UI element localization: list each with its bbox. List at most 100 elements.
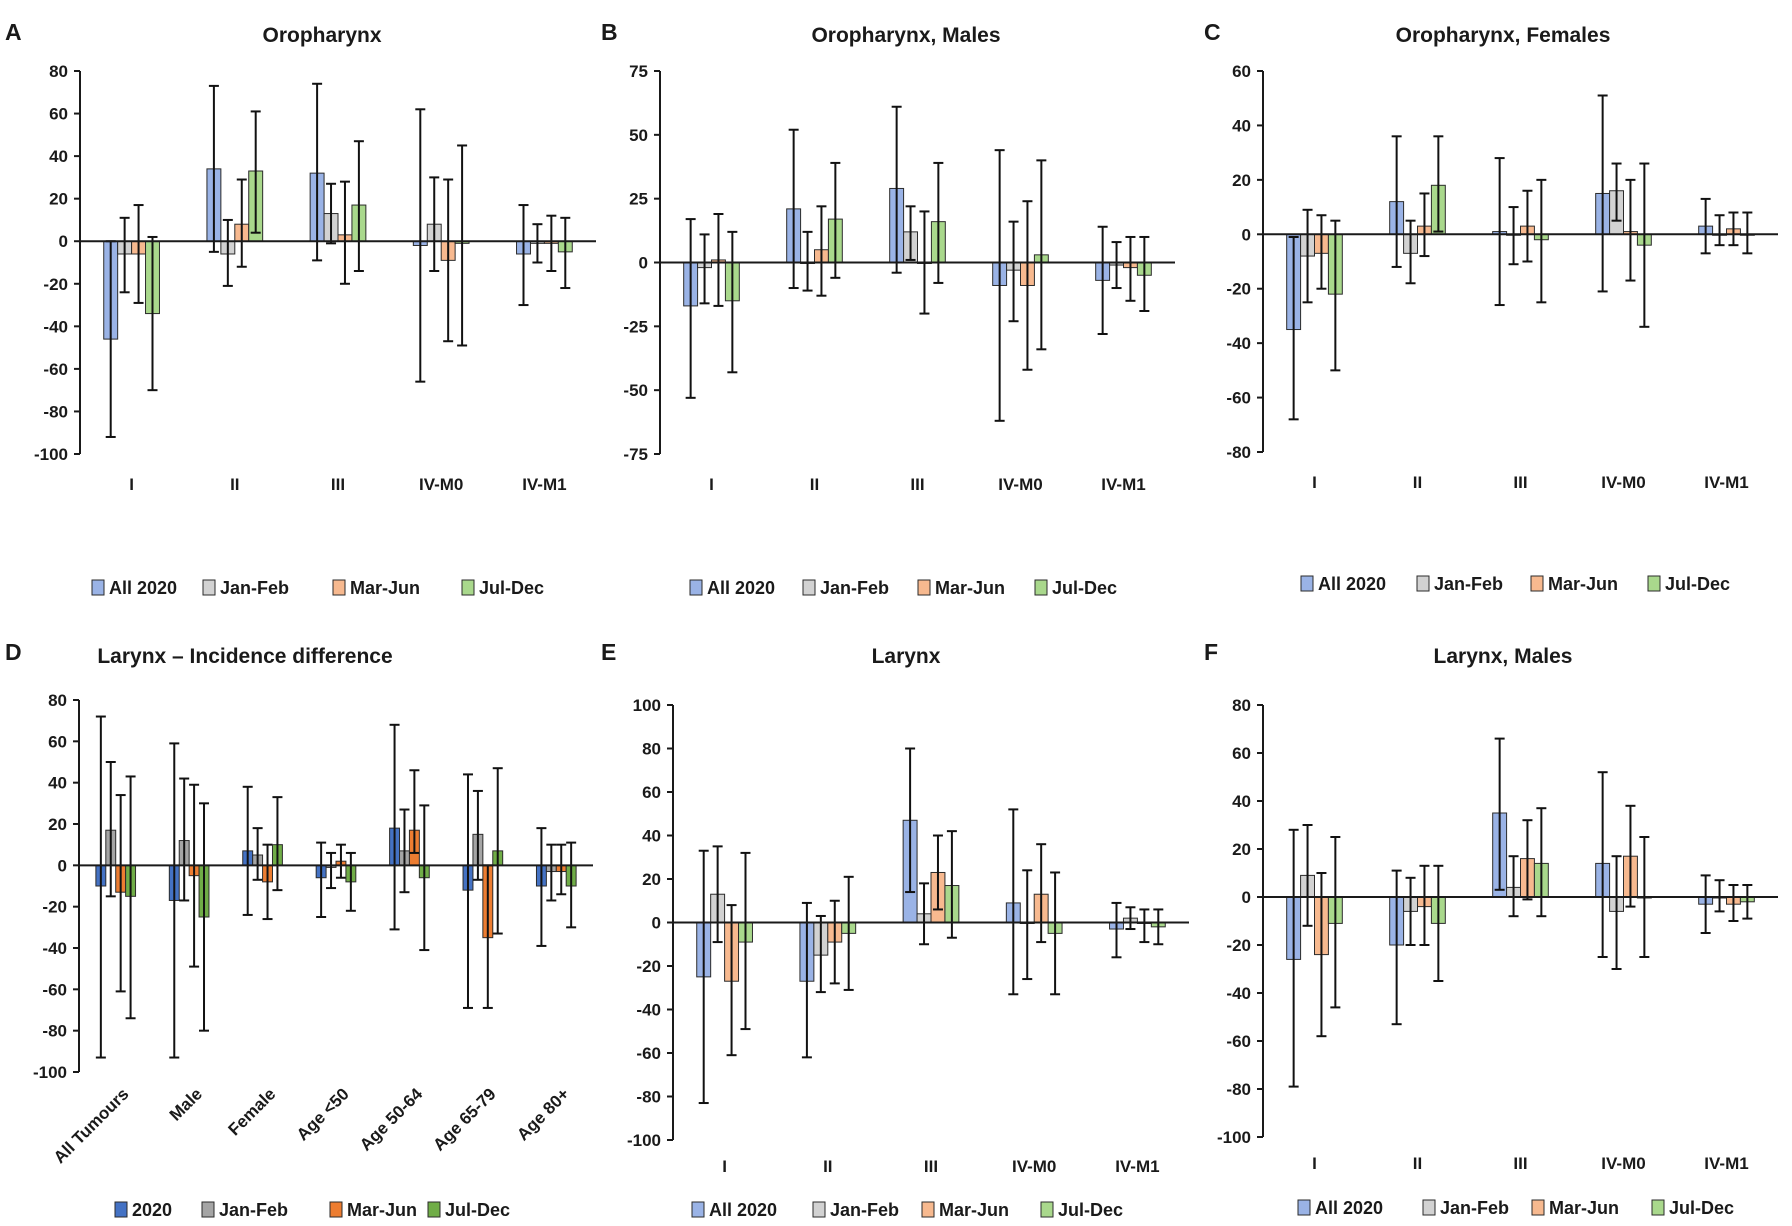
legend-label: Jan-Feb [219, 1200, 288, 1220]
y-tick-label: -60 [43, 360, 68, 379]
y-tick-label: -100 [627, 1131, 661, 1150]
y-tick-label: 40 [1232, 792, 1251, 811]
y-tick-label: -50 [623, 381, 648, 400]
panel-letter: E [601, 639, 616, 665]
y-tick-label: -75 [623, 445, 648, 464]
legend-swatch [427, 1201, 441, 1218]
category-label: I [1312, 1154, 1317, 1173]
y-tick-label: 20 [48, 815, 67, 834]
panel-d: D Larynx – Incidence difference 80 60 40 20 0 -… [5, 639, 593, 1220]
y-tick-label: 40 [49, 147, 68, 166]
y-tick-label: -20 [1226, 936, 1251, 955]
y-tick-label: 80 [642, 740, 661, 759]
chart-title: Larynx – Incidence difference [97, 645, 392, 668]
legend-label: Mar-Jun [347, 1200, 417, 1220]
y-tick-label: 60 [642, 783, 661, 802]
legend-label: Jul-Dec [1669, 1198, 1734, 1218]
category-label: IV-M1 [1101, 475, 1145, 494]
y-tick-label: 0 [1242, 888, 1251, 907]
category-label: I [1312, 473, 1317, 492]
category-label: III [924, 1157, 938, 1176]
y-tick-label: -25 [623, 317, 648, 336]
panel-letter: F [1204, 639, 1218, 665]
category-label: IV-M0 [1601, 473, 1645, 492]
panel-c: C Oropharynx, Females 60 40 20 0 -20 -40 -60 -80 I… [1204, 19, 1778, 594]
y-tick-label: 40 [642, 827, 661, 846]
y-tick-label: 80 [1232, 696, 1251, 715]
category-label: III [1513, 1154, 1527, 1173]
y-tick-label: 60 [48, 732, 67, 751]
y-tick-label: -40 [42, 939, 67, 958]
legend-label: Mar-Jun [935, 578, 1005, 598]
legend-label: Mar-Jun [939, 1200, 1009, 1220]
legend-label: Jul-Dec [445, 1200, 510, 1220]
y-tick-label: 0 [1242, 225, 1251, 244]
category-label: Age 50-64 [356, 1084, 427, 1155]
category-label: II [1413, 473, 1422, 492]
y-tick-label: -60 [636, 1044, 661, 1063]
legend-swatch [689, 579, 703, 596]
category-label: I [722, 1157, 727, 1176]
legend-swatch [691, 1201, 705, 1218]
y-tick-label: -40 [1226, 334, 1251, 353]
legend-label: All 2020 [707, 578, 775, 598]
legend-swatch [1647, 575, 1661, 592]
legend-swatch [114, 1201, 128, 1218]
y-tick-label: -80 [1226, 1080, 1251, 1099]
category-label: Male [166, 1084, 206, 1124]
category-label: II [230, 475, 239, 494]
panel-letter: D [5, 639, 22, 665]
category-label: III [331, 475, 345, 494]
legend-swatch [329, 1201, 343, 1218]
category-label: Female [225, 1084, 280, 1139]
y-tick-label: 60 [1232, 62, 1251, 81]
y-tick-label: 75 [629, 62, 648, 81]
legend-swatch [1034, 579, 1048, 596]
y-tick-label: 20 [1232, 171, 1251, 190]
y-tick-label: -20 [1226, 280, 1251, 299]
y-tick-label: -60 [42, 980, 67, 999]
y-tick-label: 0 [652, 914, 661, 933]
chart-title: Larynx, Males [1434, 645, 1573, 668]
legend-label: Mar-Jun [1548, 574, 1618, 594]
chart-title: Oropharynx, Females [1396, 24, 1611, 47]
category-label: IV-M0 [1601, 1154, 1645, 1173]
legend-swatch [91, 579, 105, 596]
panel-f: F Larynx, Males 80 60 40 20 0 -20 -40 -60 -80 -100 I… [1204, 639, 1778, 1218]
legend-swatch [201, 1201, 215, 1218]
legend-label: Jul-Dec [1665, 574, 1730, 594]
legend-swatch [1530, 575, 1544, 592]
y-tick-label: 20 [642, 870, 661, 889]
legend-swatch [802, 579, 816, 596]
legend-swatch [1300, 575, 1314, 592]
y-tick-label: -80 [43, 402, 68, 421]
category-label: IV-M0 [419, 475, 463, 494]
legend-label: Jan-Feb [830, 1200, 899, 1220]
legend-swatch [202, 579, 216, 596]
category-label: II [823, 1157, 832, 1176]
y-tick-label: -60 [1226, 1032, 1251, 1051]
chart-title: Oropharynx [262, 24, 381, 47]
legend-swatch [1297, 1199, 1311, 1216]
panel-letter: C [1204, 19, 1221, 45]
panel-letter: B [601, 19, 618, 45]
legend-label: 2020 [132, 1200, 172, 1220]
legend-label: Jan-Feb [1434, 574, 1503, 594]
y-tick-label: -100 [34, 445, 68, 464]
y-tick-label: 0 [639, 254, 648, 273]
y-tick-label: 60 [1232, 744, 1251, 763]
y-tick-label: -80 [636, 1088, 661, 1107]
category-label: III [910, 475, 924, 494]
y-tick-label: -20 [636, 957, 661, 976]
legend-label: All 2020 [709, 1200, 777, 1220]
legend-swatch [1040, 1201, 1054, 1218]
y-tick-label: 60 [49, 105, 68, 124]
legend-swatch [1416, 575, 1430, 592]
legend-label: Jul-Dec [1058, 1200, 1123, 1220]
legend-label: All 2020 [109, 578, 177, 598]
category-label: Age 80+ [513, 1084, 573, 1144]
y-tick-label: 0 [58, 856, 67, 875]
category-label: All Tumours [50, 1084, 133, 1167]
